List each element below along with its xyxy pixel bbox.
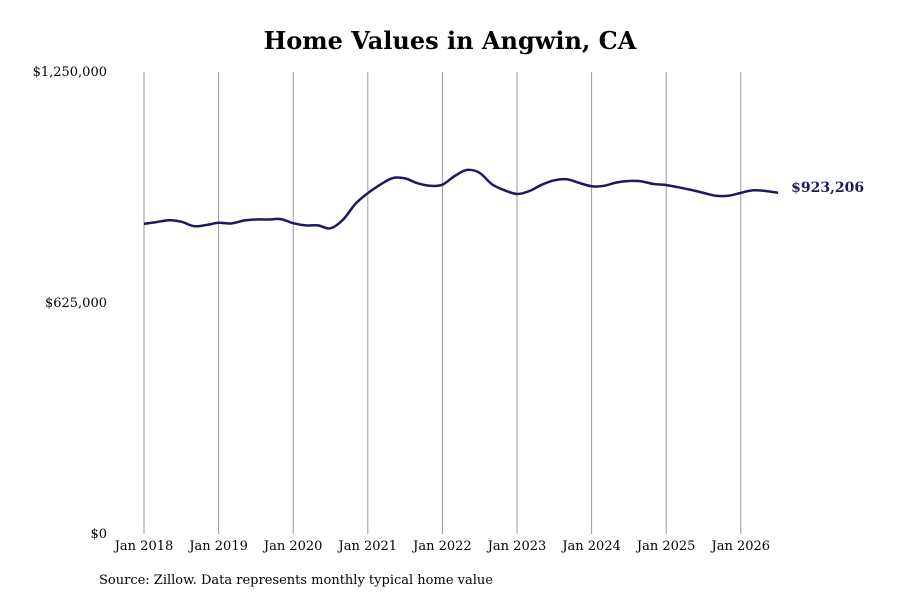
series-line [143,168,779,230]
y-tick-label: $0 [90,527,107,542]
series-layer [143,168,779,230]
x-tick-label: Jan 2026 [710,539,771,554]
y-tick-label: $625,000 [45,296,107,311]
x-tick-label: Jan 2021 [337,539,398,554]
x-tick-label: Jan 2022 [411,539,472,554]
chart-title: Home Values in Angwin, CA [263,26,637,55]
x-axis-tick-labels: Jan 2018 Jan 2019 Jan 2020 Jan 2021 Jan 2022… [113,539,770,554]
end-value-label: $923,206 [791,180,864,196]
grid-lines [143,72,742,534]
x-tick-label: Jan 2019 [187,539,248,554]
x-tick-label: Jan 2018 [113,539,174,554]
x-tick-label: Jan 2023 [486,539,547,554]
x-tick-label: Jan 2025 [635,539,696,554]
x-tick-label: Jan 2020 [262,539,323,554]
y-axis-tick-labels: $0 $625,000 $1,250,000 [33,65,107,542]
source-note: Source: Zillow. Data represents monthly … [99,573,493,588]
x-tick-label: Jan 2024 [560,539,621,554]
y-tick-label: $1,250,000 [33,65,107,80]
